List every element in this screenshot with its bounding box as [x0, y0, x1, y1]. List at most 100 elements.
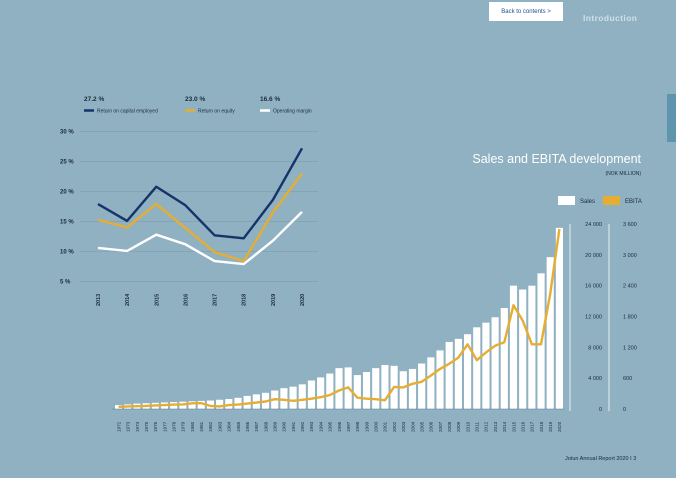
ebita-line [118, 228, 561, 409]
x-tick-label: 2020 [557, 421, 562, 432]
left-axis-tick-label: 24 000 [585, 222, 602, 228]
sales-bar [197, 400, 205, 409]
series-line [97, 147, 304, 240]
x-tick-label: 1974 [135, 421, 140, 432]
sales-bar [473, 327, 481, 409]
x-tick-label: 1994 [318, 421, 323, 432]
x-tick-label: 1977 [162, 421, 167, 432]
sales-bar [519, 289, 527, 409]
side-tab [667, 94, 676, 142]
x-tick-label: 2006 [429, 421, 434, 432]
legend-swatch-ebita [603, 196, 620, 205]
footer-page-label: Jotun Annual Report 2020 I 3 [565, 456, 637, 462]
y-tick-label: 15 % [60, 220, 74, 226]
sales-bar [528, 285, 536, 409]
legend-swatch-sales [558, 196, 575, 205]
sales-bar [445, 341, 453, 409]
series-line [97, 172, 303, 263]
sales-bar [381, 365, 389, 409]
y-tick-label: 25 % [60, 160, 74, 166]
left-axis-tick-label: 8 000 [588, 345, 602, 351]
sales-bar [418, 363, 426, 409]
sales-bar [546, 257, 554, 409]
sales-bar [353, 375, 361, 409]
sales-bar [372, 368, 380, 409]
x-tick-label: 1985 [236, 421, 241, 432]
x-tick-label: 2018 [539, 421, 544, 432]
section-title[interactable]: Introduction [583, 13, 638, 23]
legend-value: 16.6 % [260, 96, 280, 103]
x-tick-label: 2016 [520, 421, 525, 432]
sales-bar [335, 368, 343, 409]
x-tick-label: 1980 [190, 421, 195, 432]
right-axis-tick-label: 3 000 [623, 253, 637, 259]
x-tick-label: 2012 [484, 421, 489, 432]
sales-bar [436, 350, 444, 409]
x-tick-label: 1991 [291, 421, 296, 432]
y-tick-label: 10 % [60, 250, 74, 256]
sales-bar [298, 384, 306, 409]
returns-line-chart: 27.2 % Return on capital employed 23.0 % Re… [60, 96, 318, 306]
sales-bar [188, 401, 196, 409]
x-tick-label: 1983 [217, 421, 222, 432]
sales-bar [115, 405, 123, 409]
x-tick-label: 2000 [374, 421, 379, 432]
x-tick-label: 2009 [456, 421, 461, 432]
sales-bar [307, 380, 316, 409]
left-axis-tick-label: 0 [599, 407, 602, 413]
x-tick-label: 1975 [144, 421, 149, 432]
x-tick-label: 1998 [355, 421, 360, 432]
x-tick-label: 1984 [227, 421, 232, 432]
sales-bar [289, 386, 297, 409]
sales-bar [509, 285, 518, 409]
sales-bar [399, 371, 407, 409]
x-tick-label: 1986 [245, 421, 250, 432]
x-tick-label: 1978 [171, 421, 176, 432]
x-tick-label: 1992 [300, 421, 305, 432]
x-tick-label: 2015 [154, 294, 160, 306]
left-axis-tick-label: 4 000 [588, 376, 602, 382]
x-tick-label: 2019 [271, 294, 277, 306]
x-tick-label: 2015 [511, 421, 516, 432]
x-tick-label: 1989 [273, 421, 278, 432]
x-tick-label: 2011 [475, 422, 480, 432]
x-tick-label: 2017 [213, 294, 219, 306]
sales-bar [454, 338, 462, 409]
back-to-contents-button[interactable]: Back to contents > [489, 2, 563, 21]
x-tick-label: 1988 [263, 421, 268, 432]
legend-label-sales: Sales [580, 199, 595, 205]
y-tick-label: 5 % [60, 280, 71, 286]
right-axis-tick-label: 0 [623, 407, 626, 413]
x-tick-label: 1976 [153, 421, 158, 432]
right-axis-tick-label: 1 200 [623, 345, 637, 351]
right-axis-tick-label: 600 [623, 376, 632, 382]
x-tick-label: 2008 [447, 421, 452, 432]
sales-bar [500, 308, 508, 409]
x-tick-label: 1981 [199, 421, 204, 432]
y-tick-label: 20 % [60, 190, 74, 196]
x-tick-label: 2014 [502, 421, 507, 432]
series-line [97, 211, 303, 266]
x-tick-label: 1996 [337, 421, 342, 432]
legend-label-ebita: EBITA [625, 199, 642, 205]
x-tick-label: 1995 [328, 421, 333, 432]
x-tick-label: 1987 [254, 421, 259, 432]
right-axis-tick-label: 1 800 [623, 315, 637, 321]
legend-label: Return on equity [198, 109, 235, 115]
sales-bar [280, 388, 288, 409]
sales-bar [216, 399, 224, 409]
left-axis-tick-label: 16 000 [585, 284, 602, 290]
sales-bar [482, 322, 490, 409]
legend-value: 23.0 % [185, 96, 205, 103]
x-tick-label: 2018 [242, 294, 248, 306]
sales-bar [427, 357, 435, 409]
sales-bar [491, 317, 499, 409]
x-tick-label: 1979 [181, 421, 186, 432]
y-tick-label: 30 % [60, 130, 74, 136]
x-tick-label: 1990 [282, 421, 287, 432]
right-axis-tick-label: 2 400 [623, 284, 637, 290]
x-tick-label: 2010 [465, 421, 470, 432]
x-tick-label: 2004 [410, 421, 415, 432]
x-tick-label: 2013 [493, 421, 498, 432]
